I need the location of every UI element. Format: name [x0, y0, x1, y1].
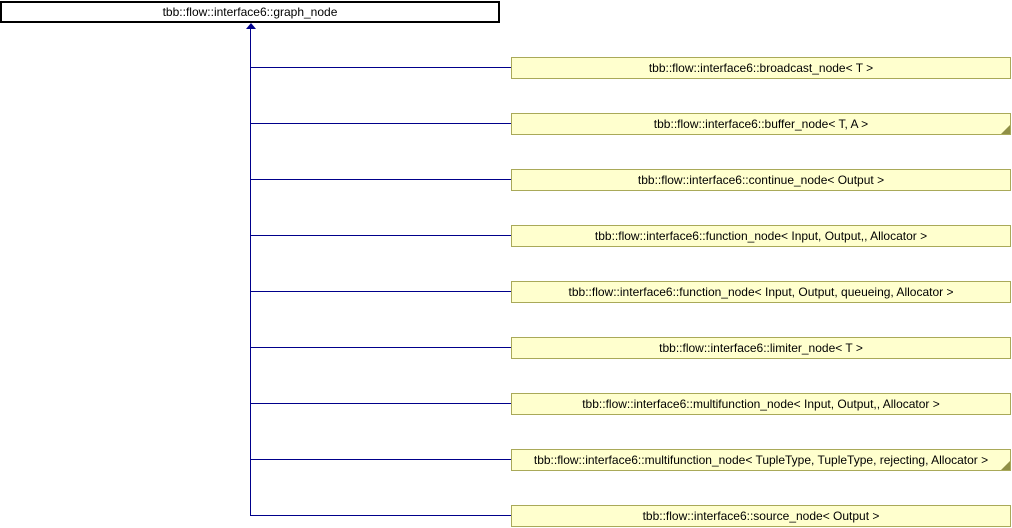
derived-class-label: tbb::flow::interface6::function_node< In…	[594, 229, 928, 243]
inheritance-branch-line	[250, 67, 511, 68]
inheritance-branch-line	[250, 515, 511, 516]
inheritance-branch-line	[250, 347, 511, 348]
derived-class-node-continue-node[interactable]: tbb::flow::interface6::continue_node< Ou…	[511, 169, 1011, 191]
inheritance-branch-line	[250, 403, 511, 404]
inheritance-branch-line	[250, 123, 511, 124]
inheritance-branch-line	[250, 179, 511, 180]
has-children-fold-icon	[1001, 461, 1010, 470]
inheritance-arrow-icon	[246, 23, 256, 29]
inheritance-branch-line	[250, 459, 511, 460]
derived-class-node-limiter-node[interactable]: tbb::flow::interface6::limiter_node< T >	[511, 337, 1011, 359]
derived-class-label: tbb::flow::interface6::buffer_node< T, A…	[653, 117, 869, 131]
derived-class-label: tbb::flow::interface6::source_node< Outp…	[642, 509, 880, 523]
derived-class-label: tbb::flow::interface6::limiter_node< T >	[659, 341, 863, 355]
derived-class-node-source-node[interactable]: tbb::flow::interface6::source_node< Outp…	[511, 505, 1011, 527]
inheritance-branch-line	[250, 235, 511, 236]
derived-class-label: tbb::flow::interface6::continue_node< Ou…	[637, 173, 885, 187]
has-children-fold-icon	[1001, 125, 1010, 134]
inheritance-trunk-line	[250, 28, 251, 516]
derived-class-node-function-node-queueing[interactable]: tbb::flow::interface6::function_node< In…	[511, 281, 1011, 303]
derived-class-label: tbb::flow::interface6::broadcast_node< T…	[648, 61, 874, 75]
derived-class-node-buffer-node[interactable]: tbb::flow::interface6::buffer_node< T, A…	[511, 113, 1011, 135]
base-class-label: tbb::flow::interface6::graph_node	[162, 5, 338, 19]
inheritance-branch-line	[250, 291, 511, 292]
derived-class-node-function-node[interactable]: tbb::flow::interface6::function_node< In…	[511, 225, 1011, 247]
derived-class-label: tbb::flow::interface6::multifunction_nod…	[533, 453, 989, 467]
derived-class-node-multifunction-node-tupletype[interactable]: tbb::flow::interface6::multifunction_nod…	[511, 449, 1011, 471]
derived-class-node-broadcast-node[interactable]: tbb::flow::interface6::broadcast_node< T…	[511, 57, 1011, 79]
derived-class-label: tbb::flow::interface6::multifunction_nod…	[582, 397, 940, 411]
base-class-node: tbb::flow::interface6::graph_node	[0, 1, 500, 23]
derived-class-label: tbb::flow::interface6::function_node< In…	[568, 285, 954, 299]
derived-class-node-multifunction-node[interactable]: tbb::flow::interface6::multifunction_nod…	[511, 393, 1011, 415]
